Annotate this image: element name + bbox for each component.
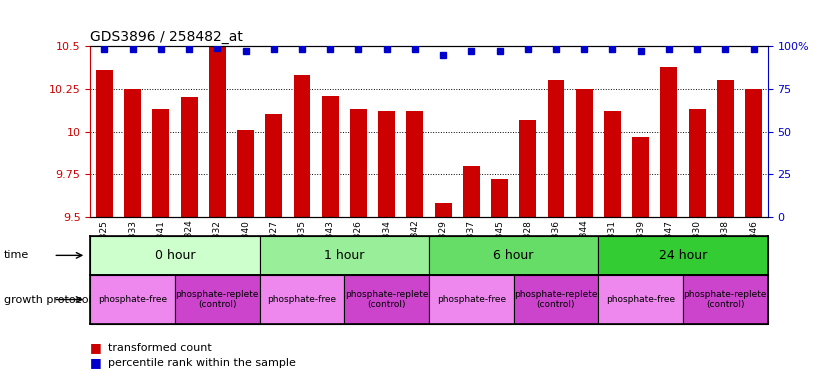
Text: phosphate-replete
(control): phosphate-replete (control) (176, 290, 259, 309)
Bar (153, 109, 169, 217)
Bar (209, 46, 226, 217)
Bar (632, 137, 649, 217)
Bar (378, 111, 395, 217)
Bar (599, 236, 768, 275)
Bar (294, 75, 310, 217)
Bar (259, 275, 344, 324)
Text: 24 hour: 24 hour (658, 249, 707, 262)
Text: phosphate-replete
(control): phosphate-replete (control) (514, 290, 598, 309)
Bar (181, 98, 198, 217)
Text: phosphate-free: phosphate-free (268, 295, 337, 304)
Bar (660, 66, 677, 217)
Text: phosphate-free: phosphate-free (98, 295, 167, 304)
Bar (175, 275, 259, 324)
Text: phosphate-replete
(control): phosphate-replete (control) (684, 290, 767, 309)
Bar (463, 166, 479, 217)
Bar (514, 275, 599, 324)
Bar (237, 130, 254, 217)
Bar (604, 111, 621, 217)
Bar (406, 111, 424, 217)
Text: percentile rank within the sample: percentile rank within the sample (108, 358, 296, 368)
Bar (429, 236, 599, 275)
Text: growth protocol: growth protocol (4, 295, 92, 305)
Text: phosphate-replete
(control): phosphate-replete (control) (345, 290, 429, 309)
Text: phosphate-free: phosphate-free (606, 295, 675, 304)
Bar (491, 179, 508, 217)
Bar (350, 109, 367, 217)
Bar (745, 89, 762, 217)
Bar (90, 236, 259, 275)
Text: time: time (4, 250, 30, 260)
Text: phosphate-free: phosphate-free (437, 295, 506, 304)
Bar (322, 96, 338, 217)
Bar (344, 275, 429, 324)
Text: ■: ■ (90, 356, 102, 369)
Text: 1 hour: 1 hour (324, 249, 365, 262)
Bar (689, 109, 705, 217)
Text: GDS3896 / 258482_at: GDS3896 / 258482_at (90, 30, 243, 44)
Bar (124, 89, 141, 217)
Bar (434, 203, 452, 217)
Bar (519, 119, 536, 217)
Bar (259, 236, 429, 275)
Bar (90, 275, 175, 324)
Bar (548, 80, 565, 217)
Bar (429, 275, 514, 324)
Bar (683, 275, 768, 324)
Bar (717, 80, 734, 217)
Bar (576, 89, 593, 217)
Bar (599, 275, 683, 324)
Text: 6 hour: 6 hour (493, 249, 534, 262)
Bar (265, 114, 282, 217)
Text: transformed count: transformed count (108, 343, 212, 353)
Text: 0 hour: 0 hour (154, 249, 195, 262)
Text: ■: ■ (90, 341, 102, 354)
Bar (96, 70, 113, 217)
